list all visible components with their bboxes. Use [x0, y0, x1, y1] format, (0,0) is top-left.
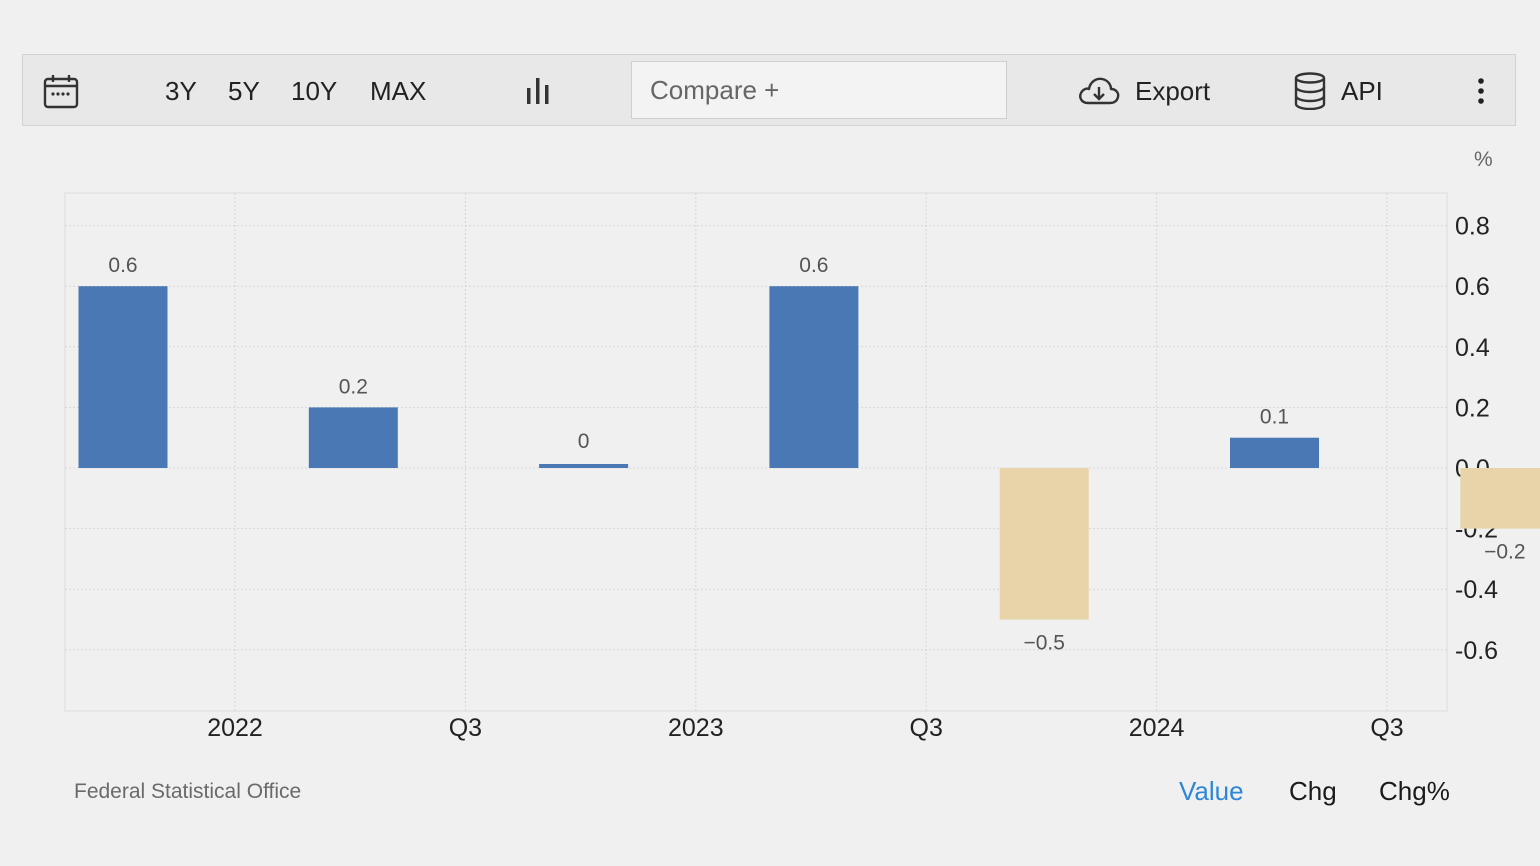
bar	[999, 468, 1089, 620]
change-percent-mode-button[interactable]: Chg%	[1379, 776, 1450, 806]
range-3y-button[interactable]: 3Y	[165, 75, 197, 106]
more-options-icon[interactable]	[1475, 55, 1487, 127]
chart-toolbar: 3Y 5Y 10Y MAX Compare + Export API	[22, 54, 1516, 126]
x-tick-label: 2023	[668, 714, 724, 742]
y-tick-label: 0.4	[1455, 334, 1490, 362]
api-label: API	[1341, 75, 1383, 106]
y-tick-label: 0.8	[1455, 213, 1490, 241]
bar-chart: 0.80.60.40.20.0-0.2-0.4-0.6%2022Q32023Q3…	[64, 148, 1540, 742]
x-tick-label: Q3	[910, 714, 943, 742]
data-label: 0	[578, 430, 590, 453]
data-label: −0.2	[1484, 541, 1525, 564]
api-button[interactable]: API	[1293, 55, 1383, 127]
plot-frame	[64, 192, 1448, 712]
calendar-icon[interactable]	[43, 55, 79, 127]
x-tick-label: 2022	[207, 714, 263, 742]
source-label: Federal Statistical Office	[74, 780, 302, 803]
bar	[78, 286, 168, 468]
range-5y-button[interactable]: 5Y	[228, 75, 260, 106]
bar	[539, 464, 629, 468]
bar	[769, 286, 859, 468]
y-tick-label: 0.2	[1455, 394, 1490, 422]
range-10y-button[interactable]: 10Y	[291, 75, 338, 106]
x-tick-label: Q3	[449, 714, 482, 742]
bar	[1230, 437, 1319, 468]
x-tick-label: Q3	[1370, 714, 1403, 742]
data-label: 0.2	[339, 375, 368, 398]
y-tick-label: -0.6	[1455, 637, 1498, 665]
data-label: 0.6	[799, 254, 828, 277]
y-unit-label: %	[1474, 148, 1493, 171]
database-icon	[1294, 72, 1326, 110]
export-label: Export	[1135, 75, 1211, 106]
value-mode-button[interactable]: Value	[1179, 776, 1244, 806]
change-mode-button[interactable]: Chg	[1289, 776, 1337, 806]
y-tick-label: -0.4	[1455, 576, 1498, 604]
bar	[308, 407, 398, 468]
data-label: 0.6	[108, 254, 137, 277]
bar	[1460, 468, 1540, 529]
data-label: 0.1	[1260, 406, 1289, 429]
data-label: −0.5	[1023, 632, 1064, 655]
x-tick-label: 2024	[1129, 714, 1185, 742]
range-max-button[interactable]: MAX	[370, 75, 427, 106]
compare-input[interactable]: Compare +	[631, 61, 1007, 119]
export-button[interactable]: Export	[1077, 55, 1210, 127]
bar-chart-icon[interactable]	[525, 55, 555, 127]
cloud-download-icon	[1079, 77, 1120, 105]
y-tick-label: 0.6	[1455, 273, 1490, 301]
